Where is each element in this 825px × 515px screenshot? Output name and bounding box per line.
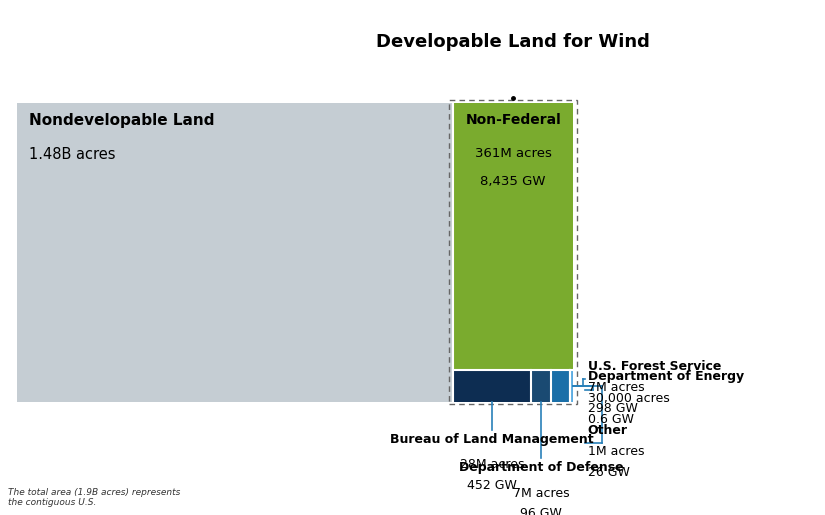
- Bar: [16, 103, 454, 402]
- Text: 26 GW: 26 GW: [587, 466, 629, 479]
- Text: 0.6 GW: 0.6 GW: [587, 413, 634, 426]
- Text: 7M acres: 7M acres: [587, 382, 644, 394]
- Text: 30,000 acres: 30,000 acres: [587, 392, 669, 405]
- Text: 28M acres: 28M acres: [460, 458, 525, 471]
- Text: Nondevelopable Land: Nondevelopable Land: [29, 113, 214, 128]
- Text: 361M acres: 361M acres: [474, 147, 552, 160]
- Text: Developable Land for Wind: Developable Land for Wind: [376, 33, 650, 52]
- Text: 452 GW: 452 GW: [468, 479, 517, 492]
- Bar: [531, 370, 550, 402]
- Bar: [570, 370, 573, 402]
- Text: Non-Federal: Non-Federal: [465, 113, 561, 127]
- Text: 8,435 GW: 8,435 GW: [480, 175, 546, 188]
- Text: 7M acres: 7M acres: [512, 487, 569, 500]
- Bar: [454, 103, 573, 370]
- Text: 1.48B acres: 1.48B acres: [29, 147, 116, 162]
- Bar: [550, 370, 570, 402]
- Text: The total area (1.9B acres) represents
the contiguous U.S.: The total area (1.9B acres) represents t…: [8, 488, 181, 507]
- Text: 1M acres: 1M acres: [587, 445, 644, 458]
- Bar: [454, 370, 531, 402]
- Text: 298 GW: 298 GW: [587, 402, 638, 415]
- Text: U.S. Forest Service: U.S. Forest Service: [587, 359, 721, 373]
- Bar: [450, 100, 577, 404]
- Text: Bureau of Land Management: Bureau of Land Management: [390, 433, 594, 445]
- Text: Other: Other: [587, 424, 628, 437]
- Text: 96 GW: 96 GW: [520, 507, 562, 515]
- Text: Department of Defense: Department of Defense: [459, 461, 623, 474]
- Text: Department of Energy: Department of Energy: [587, 370, 744, 384]
